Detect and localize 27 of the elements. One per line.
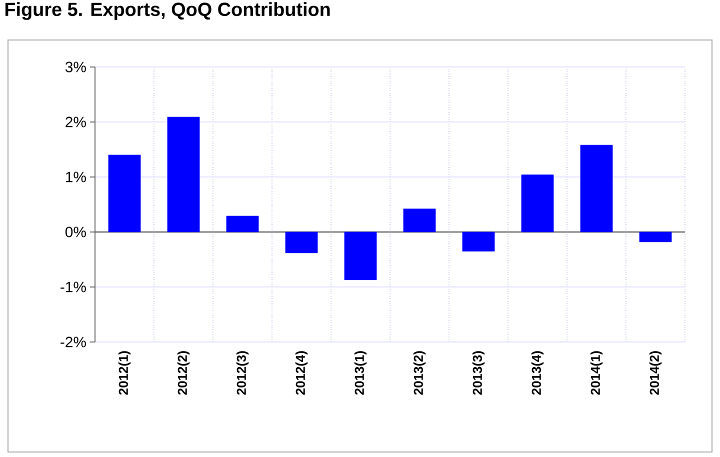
x-tick-label: 2012(3) bbox=[236, 351, 249, 395]
chart-title: Figure 5. Exports, QoQ Contribution bbox=[5, 2, 330, 20]
y-tick-label: -1% bbox=[60, 282, 86, 292]
bar bbox=[580, 144, 613, 232]
x-tick-label: 2012(1) bbox=[118, 351, 131, 395]
y-tick-label: 2% bbox=[66, 116, 86, 128]
x-tick-label: 2012(4) bbox=[295, 351, 308, 395]
bar bbox=[462, 232, 495, 252]
y-tick-label: 1% bbox=[66, 172, 86, 182]
bar bbox=[285, 232, 318, 254]
x-tick-label: 2013(1) bbox=[354, 351, 367, 395]
y-tick-label: -2% bbox=[60, 336, 86, 348]
bar bbox=[226, 216, 259, 232]
x-tick-label: 2013(2) bbox=[413, 351, 426, 395]
bar bbox=[639, 232, 672, 242]
y-tick-label: 3% bbox=[65, 62, 86, 72]
x-tick-label: 2014(1) bbox=[590, 351, 603, 395]
bar bbox=[167, 116, 200, 232]
bar bbox=[108, 154, 141, 232]
y-tick-label: 0% bbox=[65, 226, 86, 238]
x-tick-label: 2013(3) bbox=[472, 351, 485, 395]
bar bbox=[521, 174, 554, 232]
x-tick-label: 2012(2) bbox=[177, 351, 190, 395]
x-tick-label: 2014(2) bbox=[649, 351, 662, 395]
x-tick-label: 2013(4) bbox=[531, 351, 544, 395]
bar bbox=[344, 232, 377, 280]
bar bbox=[403, 208, 436, 232]
